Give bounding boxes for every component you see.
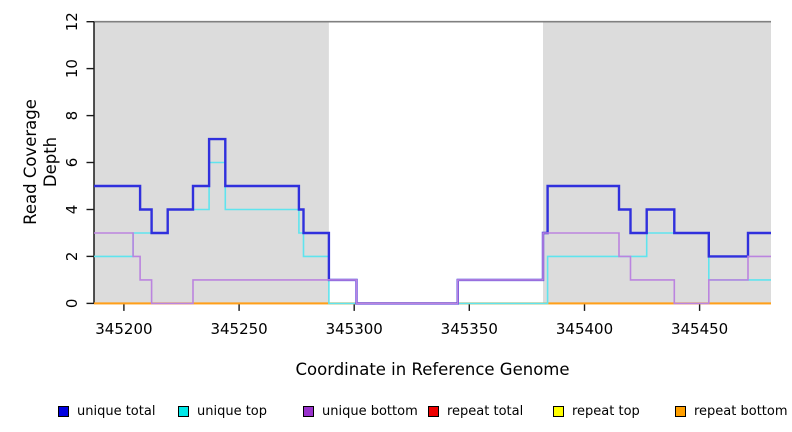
y-tick-label: 10 [63, 59, 81, 78]
y-tick-label: 12 [63, 12, 81, 31]
y-tick-label: 0 [63, 299, 81, 309]
y-tick-label: 6 [63, 158, 81, 168]
x-tick-label: 345200 [95, 320, 152, 338]
y-axis-title: Read Coverage Depth [21, 99, 60, 225]
x-tick-label: 345350 [441, 320, 498, 338]
x-tick-label: 345450 [671, 320, 728, 338]
shaded-region [543, 21, 771, 304]
y-tick-label: 2 [63, 252, 81, 262]
y-tick-label: 8 [63, 111, 81, 121]
y-tick-label: 4 [63, 205, 81, 215]
x-axis-title: Coordinate in Reference Genome [295, 360, 570, 379]
x-tick-label: 345300 [326, 320, 383, 338]
x-tick-label: 345250 [210, 320, 267, 338]
series-line-unique-bottom [94, 232, 771, 305]
x-tick-label: 345400 [556, 320, 613, 338]
